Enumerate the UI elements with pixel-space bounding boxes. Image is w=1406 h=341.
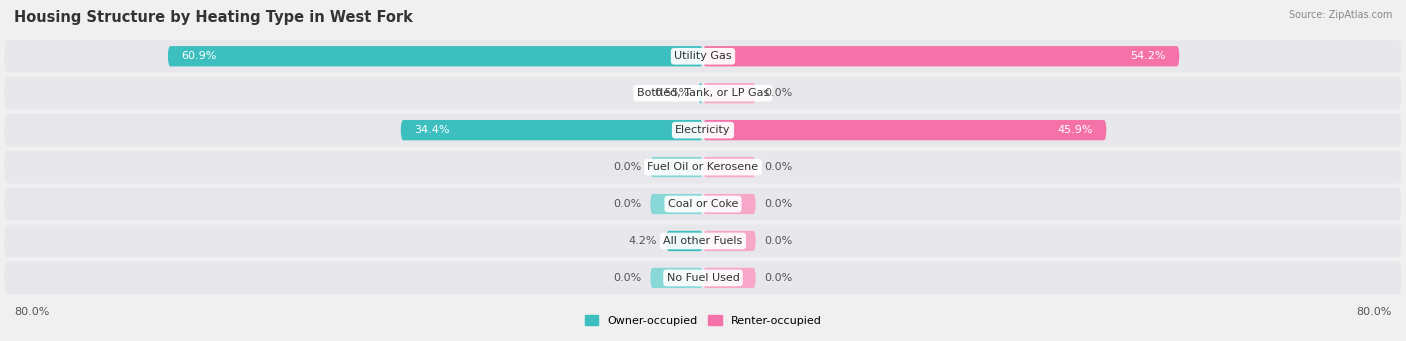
FancyBboxPatch shape xyxy=(4,224,1402,257)
Text: Electricity: Electricity xyxy=(675,125,731,135)
Text: 0.55%: 0.55% xyxy=(654,88,689,98)
Text: 0.0%: 0.0% xyxy=(765,162,793,172)
Text: 0.0%: 0.0% xyxy=(613,199,641,209)
FancyBboxPatch shape xyxy=(703,194,756,214)
FancyBboxPatch shape xyxy=(4,77,1402,110)
Text: Fuel Oil or Kerosene: Fuel Oil or Kerosene xyxy=(647,162,759,172)
FancyBboxPatch shape xyxy=(4,114,1402,147)
FancyBboxPatch shape xyxy=(703,46,1180,66)
FancyBboxPatch shape xyxy=(4,151,1402,183)
Text: Bottled, Tank, or LP Gas: Bottled, Tank, or LP Gas xyxy=(637,88,769,98)
Text: 80.0%: 80.0% xyxy=(1357,307,1392,317)
FancyBboxPatch shape xyxy=(703,120,1107,140)
FancyBboxPatch shape xyxy=(4,262,1402,294)
Text: 0.0%: 0.0% xyxy=(613,162,641,172)
FancyBboxPatch shape xyxy=(4,40,1402,73)
Text: 0.0%: 0.0% xyxy=(765,88,793,98)
Text: 0.0%: 0.0% xyxy=(765,199,793,209)
Text: Source: ZipAtlas.com: Source: ZipAtlas.com xyxy=(1288,10,1392,20)
Text: 45.9%: 45.9% xyxy=(1057,125,1094,135)
Text: All other Fuels: All other Fuels xyxy=(664,236,742,246)
FancyBboxPatch shape xyxy=(703,157,756,177)
FancyBboxPatch shape xyxy=(401,120,703,140)
FancyBboxPatch shape xyxy=(703,231,756,251)
FancyBboxPatch shape xyxy=(703,83,756,103)
FancyBboxPatch shape xyxy=(666,231,703,251)
Text: Utility Gas: Utility Gas xyxy=(675,51,731,61)
Text: 0.0%: 0.0% xyxy=(613,273,641,283)
FancyBboxPatch shape xyxy=(703,268,756,288)
FancyBboxPatch shape xyxy=(650,194,703,214)
Legend: Owner-occupied, Renter-occupied: Owner-occupied, Renter-occupied xyxy=(581,311,825,330)
Text: 80.0%: 80.0% xyxy=(14,307,49,317)
FancyBboxPatch shape xyxy=(650,157,703,177)
FancyBboxPatch shape xyxy=(699,83,703,103)
FancyBboxPatch shape xyxy=(4,188,1402,221)
Text: 54.2%: 54.2% xyxy=(1130,51,1166,61)
Text: 34.4%: 34.4% xyxy=(413,125,450,135)
FancyBboxPatch shape xyxy=(167,46,703,66)
Text: 4.2%: 4.2% xyxy=(628,236,657,246)
Text: 0.0%: 0.0% xyxy=(765,236,793,246)
Text: No Fuel Used: No Fuel Used xyxy=(666,273,740,283)
Text: Housing Structure by Heating Type in West Fork: Housing Structure by Heating Type in Wes… xyxy=(14,10,413,25)
FancyBboxPatch shape xyxy=(650,268,703,288)
Text: Coal or Coke: Coal or Coke xyxy=(668,199,738,209)
Text: 60.9%: 60.9% xyxy=(181,51,217,61)
Text: 0.0%: 0.0% xyxy=(765,273,793,283)
